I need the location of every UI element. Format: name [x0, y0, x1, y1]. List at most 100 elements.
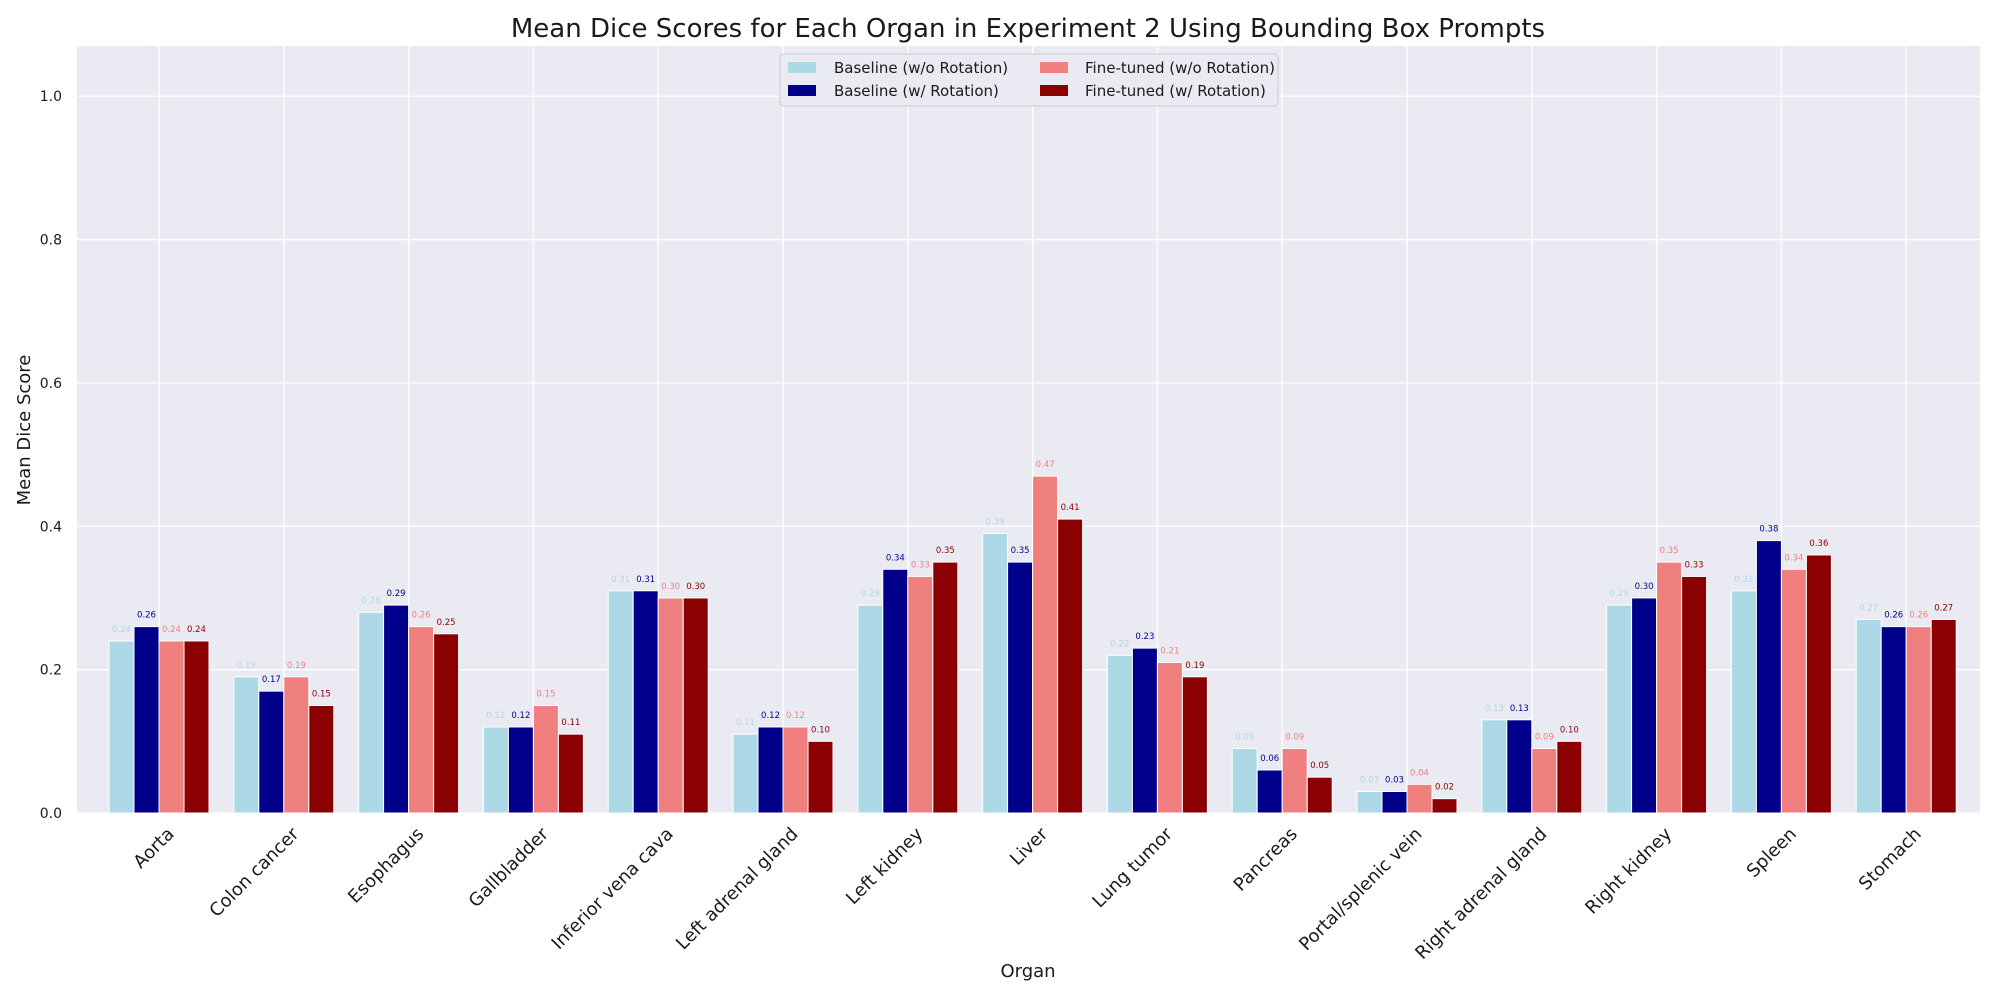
- bar: [1606, 604, 1633, 814]
- legend-swatch-finetuned-rotation: [1040, 85, 1068, 96]
- bar: [383, 604, 410, 814]
- value-labels: 0.24 0.19 0.28 0.12 0.31 0.11 0.29 0.39 0.22 0.09…: [112, 460, 1953, 793]
- bar-value-label: 0.12: [786, 711, 805, 721]
- bar-value-label: 0.15: [536, 689, 555, 699]
- bar-value-label: 0.35: [1660, 546, 1679, 556]
- bar-value-label: 0.34: [1784, 553, 1803, 563]
- bar: [1181, 676, 1208, 814]
- bar: [1531, 747, 1558, 814]
- bar: [532, 704, 559, 814]
- bar-value-label: 0.05: [1310, 761, 1329, 771]
- bar: [1356, 790, 1383, 814]
- bar-value-label: 0.34: [886, 553, 905, 563]
- bar: [1281, 747, 1308, 814]
- legend-frame: [779, 53, 1279, 107]
- bar-value-label: 0.31: [1734, 575, 1753, 585]
- bar-value-label: 0.39: [986, 517, 1005, 527]
- bar-value-label: 0.11: [736, 718, 755, 728]
- x-tick-label: Pancreas: [1230, 824, 1302, 896]
- bar-value-label: 0.27: [1934, 603, 1953, 613]
- bar-value-label: 0.12: [511, 711, 530, 721]
- bar-value-label: 0.29: [1610, 589, 1629, 599]
- y-axis-label: Mean Dice Score: [14, 355, 35, 506]
- bar: [1730, 590, 1757, 814]
- x-tick-label: Stomach: [1855, 824, 1926, 895]
- bar: [557, 733, 584, 814]
- bar: [1106, 654, 1133, 814]
- legend-label-baseline-no-rotation: Baseline (w/o Rotation): [834, 59, 1008, 77]
- bar: [1556, 740, 1583, 814]
- bar: [408, 626, 435, 814]
- bar-value-label: 0.03: [1385, 775, 1404, 785]
- bar: [932, 561, 959, 814]
- bar-value-label: 0.06: [1260, 754, 1279, 764]
- bar-value-label: 0.24: [112, 625, 131, 635]
- legend-swatch-baseline-rotation: [788, 85, 816, 96]
- bar: [183, 640, 210, 814]
- y-tick-label: 1.0: [40, 89, 62, 105]
- bar: [1481, 719, 1508, 814]
- x-tick-label: Right kidney: [1581, 823, 1676, 918]
- bar: [1406, 783, 1433, 814]
- bar: [1681, 575, 1708, 814]
- y-tick-label: 0.0: [40, 806, 62, 822]
- bar-value-label: 0.09: [1285, 732, 1304, 742]
- bar: [158, 640, 185, 814]
- bar: [1631, 597, 1658, 814]
- bar-value-label: 0.35: [1011, 546, 1030, 556]
- bar-value-label: 0.15: [312, 689, 331, 699]
- bar: [358, 611, 385, 814]
- x-tick-label: Spleen: [1743, 824, 1801, 882]
- x-tick-label: Left adrenal gland: [672, 824, 803, 955]
- bar-value-label: 0.10: [1560, 725, 1579, 735]
- x-tick-label: Right adrenal gland: [1411, 824, 1551, 964]
- bar-value-label: 0.04: [1410, 768, 1429, 778]
- bar: [1057, 518, 1084, 814]
- bar-value-label: 0.09: [1235, 732, 1254, 742]
- x-tick-label: Colon cancer: [205, 823, 303, 921]
- bar: [1755, 540, 1782, 814]
- bar-value-label: 0.36: [1809, 539, 1828, 549]
- bar: [1805, 554, 1832, 814]
- x-tick-label: Lung tumor: [1088, 823, 1177, 912]
- bar-value-label: 0.12: [486, 711, 505, 721]
- x-axis-ticks: Aorta Colon cancer Esophagus GallbladderInf…: [129, 823, 1925, 964]
- bar-value-label: 0.47: [1036, 460, 1055, 470]
- x-tick-label: Liver: [1006, 823, 1052, 869]
- x-tick-label: Gallbladder: [465, 823, 554, 912]
- bar-value-label: 0.19: [237, 661, 256, 671]
- bar-value-label: 0.35: [936, 546, 955, 556]
- bar: [657, 597, 684, 814]
- bar: [1780, 568, 1807, 814]
- x-tick-label: Inferior vena cava: [548, 824, 678, 954]
- bar: [632, 590, 659, 814]
- bar-value-label: 0.26: [137, 611, 156, 621]
- bar: [757, 726, 784, 814]
- bar: [782, 726, 809, 814]
- bar: [1256, 769, 1283, 814]
- bars: [108, 475, 1957, 814]
- bar: [308, 704, 335, 814]
- bar-value-label: 0.13: [1510, 704, 1529, 714]
- legend-swatch-baseline-no-rotation: [788, 62, 816, 73]
- bar-value-label: 0.30: [661, 582, 680, 592]
- bar: [807, 740, 834, 814]
- bar: [1156, 661, 1183, 814]
- bar-value-label: 0.12: [761, 711, 780, 721]
- bar-value-label: 0.24: [187, 625, 206, 635]
- bar: [682, 597, 709, 814]
- bar-value-label: 0.41: [1061, 503, 1080, 513]
- legend-label-finetuned-rotation: Fine-tuned (w/ Rotation): [1085, 82, 1266, 100]
- bar: [882, 568, 909, 814]
- x-axis-label: Organ: [1000, 961, 1055, 982]
- bar-value-label: 0.29: [861, 589, 880, 599]
- bar: [857, 604, 884, 814]
- y-tick-label: 0.2: [40, 663, 62, 679]
- bar: [433, 633, 460, 814]
- bar: [1381, 790, 1408, 814]
- bar-value-label: 0.19: [1185, 661, 1204, 671]
- legend-label-finetuned-no-rotation: Fine-tuned (w/o Rotation): [1085, 59, 1275, 77]
- bar: [1431, 798, 1458, 814]
- y-tick-label: 0.8: [40, 233, 62, 249]
